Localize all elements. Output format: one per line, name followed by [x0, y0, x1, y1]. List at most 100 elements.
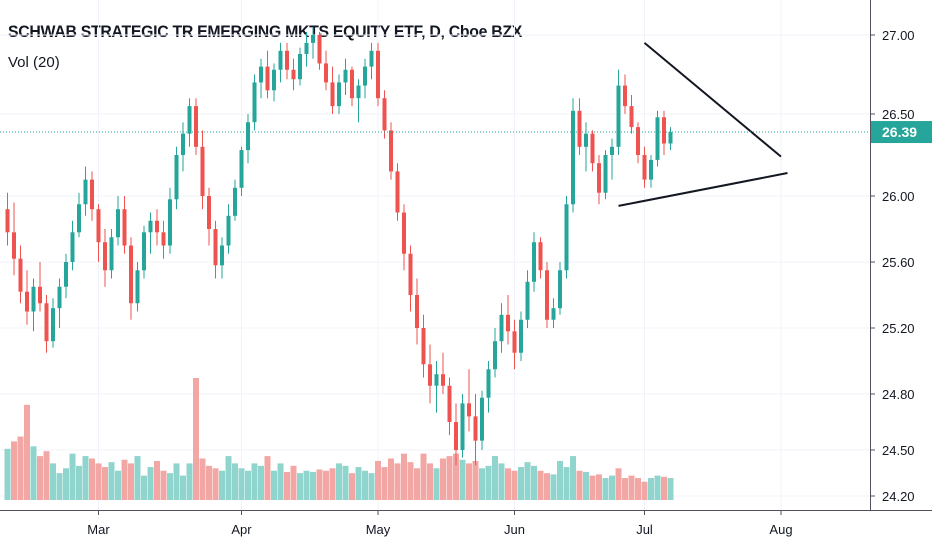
- candle-body: [460, 403, 465, 450]
- candlesticks: [5, 27, 673, 466]
- volume-bar: [622, 478, 628, 500]
- candle-body: [395, 171, 400, 213]
- volume-bar: [648, 478, 654, 500]
- volume-indicator-label[interactable]: Vol (20): [8, 54, 60, 71]
- candle-body: [187, 106, 192, 134]
- candle-body: [447, 385, 452, 422]
- candle-body: [408, 253, 413, 295]
- candle-body: [142, 232, 146, 271]
- candle-body: [226, 215, 231, 246]
- volume-bar: [284, 471, 290, 500]
- candle-body: [194, 106, 198, 147]
- candle-body: [441, 374, 445, 386]
- candle-body: [44, 303, 49, 342]
- candle-body: [330, 82, 335, 107]
- volume-bar: [492, 456, 498, 500]
- candle-body: [38, 286, 42, 304]
- candle-body: [51, 308, 55, 342]
- volume-bar: [323, 470, 329, 500]
- candle-body: [512, 331, 517, 353]
- last-price-tag: [871, 121, 932, 144]
- volume-bar: [264, 456, 271, 500]
- candle-body: [545, 270, 549, 320]
- volume-bar: [667, 478, 674, 500]
- candle-body: [434, 374, 439, 386]
- time-tick-label: Jun: [504, 522, 525, 537]
- candle-body: [603, 155, 608, 193]
- volume-bar: [225, 456, 232, 500]
- candle-body: [564, 204, 569, 271]
- volume-bar: [108, 462, 115, 500]
- volume-bar: [531, 465, 537, 500]
- volume-bar: [375, 460, 381, 500]
- candle-body: [181, 133, 185, 155]
- volume-bar: [193, 378, 199, 500]
- candle-body: [519, 319, 523, 353]
- candle-body: [538, 242, 543, 271]
- volume-bar: [303, 470, 310, 500]
- volume-bar: [505, 468, 511, 500]
- volume-bar: [277, 463, 284, 500]
- candle-body: [415, 295, 419, 328]
- volume-bar: [355, 467, 362, 500]
- candle-body: [122, 209, 127, 246]
- price-axis-panel: [870, 0, 932, 550]
- candle-body: [551, 308, 556, 320]
- volume-bar: [329, 468, 336, 500]
- volume-bar: [141, 475, 147, 500]
- volume-bar: [76, 465, 82, 500]
- candle-body: [207, 196, 211, 229]
- candle-body: [350, 69, 354, 99]
- candle-body: [337, 82, 341, 107]
- volume-bar: [316, 469, 323, 500]
- candle-body: [317, 35, 322, 64]
- candle-body: [233, 187, 237, 216]
- volume-bar: [628, 475, 635, 500]
- volume-bar: [212, 468, 219, 500]
- time-tick-label: Jul: [636, 522, 653, 537]
- volume-bar: [43, 451, 50, 500]
- trendline-lower: [618, 172, 788, 207]
- candle-body: [70, 232, 75, 262]
- candle-body: [467, 403, 471, 417]
- volume-bar: [420, 453, 427, 500]
- volume-bar: [115, 470, 121, 500]
- time-axis[interactable]: Mar Apr May Jun Jul Aug: [0, 510, 932, 550]
- volume-bar: [544, 473, 550, 500]
- trendlines[interactable]: [618, 42, 788, 207]
- volume-bar: [550, 474, 557, 500]
- volume-bar: [570, 456, 576, 500]
- candle-body: [636, 127, 640, 155]
- last-price-label: 26.39: [882, 124, 917, 140]
- price-tick-label: 25.60: [882, 255, 915, 270]
- candle-body: [376, 50, 380, 99]
- price-axis[interactable]: 27.00 26.50 26.00 25.60 25.20 24.80 24.50 24.20…: [870, 0, 932, 550]
- trendline-upper: [643, 42, 782, 158]
- volume-bar: [63, 468, 69, 500]
- volume-bar: [498, 463, 505, 500]
- candle-body: [12, 232, 16, 259]
- price-tick-label: 24.80: [882, 387, 915, 402]
- volume-bar: [518, 467, 524, 500]
- candle-body: [486, 369, 491, 398]
- candle-body: [655, 117, 660, 160]
- candle-body: [278, 50, 283, 70]
- candle-body: [311, 35, 315, 43]
- volume-bar: [290, 465, 297, 500]
- candle-body: [18, 258, 23, 292]
- candle-body: [506, 314, 510, 332]
- volume-bar: [128, 463, 134, 500]
- candle-body: [642, 155, 647, 180]
- candle-body: [57, 286, 62, 309]
- volume-bar: [310, 471, 316, 500]
- time-tick-label: May: [366, 522, 391, 537]
- volume-bar: [173, 463, 180, 500]
- volume-bar: [89, 458, 95, 500]
- volume-bar: [602, 478, 609, 500]
- price-tick-label: 24.20: [882, 489, 915, 504]
- volume-bar: [121, 459, 128, 500]
- volume-bar: [82, 456, 89, 500]
- candle-body: [402, 212, 406, 254]
- candle-body: [610, 146, 614, 155]
